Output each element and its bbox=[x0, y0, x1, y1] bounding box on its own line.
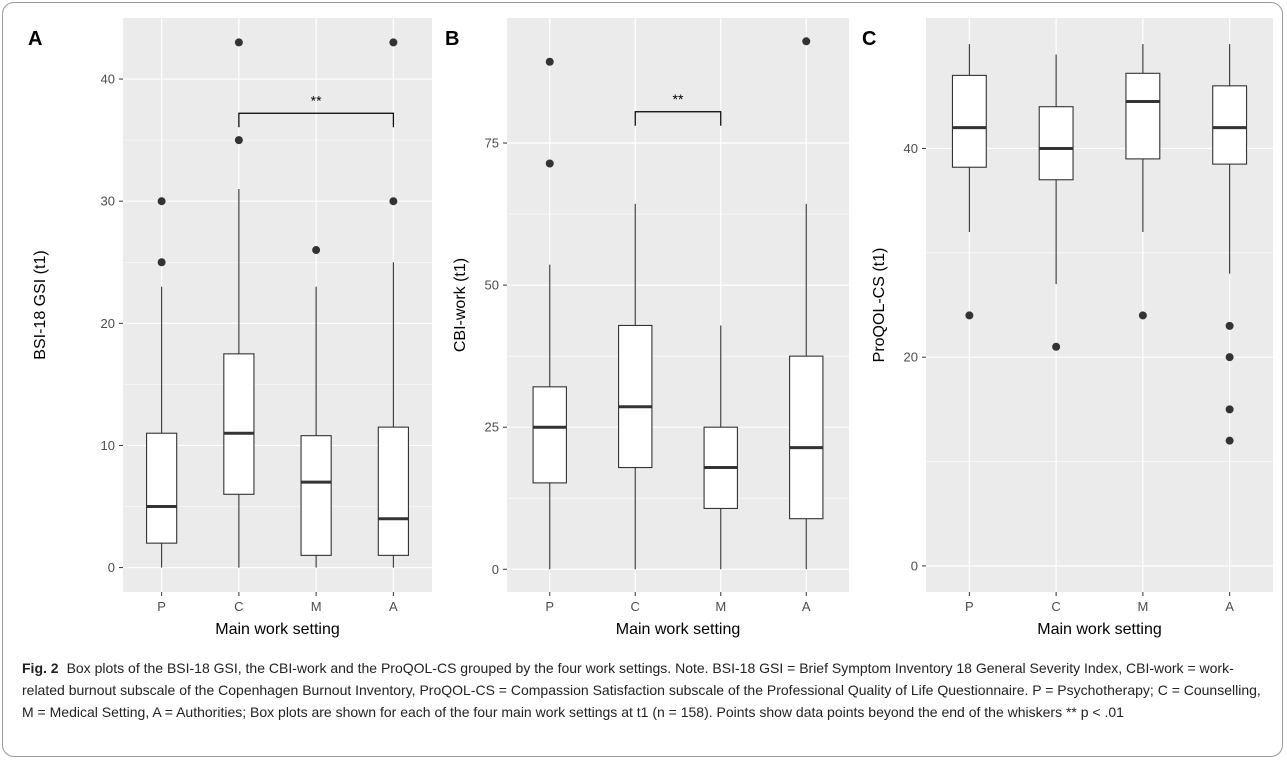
outlier-point bbox=[1225, 436, 1234, 445]
outlier-point bbox=[1225, 353, 1234, 362]
x-tick-label: C bbox=[1051, 599, 1060, 614]
box-m bbox=[300, 246, 332, 568]
box-p bbox=[951, 44, 987, 320]
box-c bbox=[618, 203, 653, 570]
y-tick-label: 40 bbox=[101, 72, 115, 87]
panel-b: 0 25 50 75 P C M A ** Main work setting CBI-work (… bbox=[445, 18, 849, 638]
box-a bbox=[789, 37, 824, 570]
x-tick-label: C bbox=[631, 599, 640, 614]
x-axis-title: Main work setting bbox=[215, 621, 340, 638]
x-axis-title: Main work setting bbox=[1037, 621, 1162, 638]
outlier-point bbox=[965, 311, 974, 320]
box-plot-figure: 0 10 20 30 40 P C M A ** Main work setting BSI-18 G… bbox=[28, 18, 1273, 638]
x-tick-label: P bbox=[157, 599, 166, 614]
bracket-line bbox=[238, 112, 394, 128]
box-iqr bbox=[1125, 72, 1161, 160]
significance-bracket: ** bbox=[634, 91, 722, 126]
x-tick-label: A bbox=[1225, 599, 1234, 614]
panel-letter: A bbox=[28, 28, 42, 50]
panel-letter: C bbox=[862, 28, 876, 50]
x-axis-title: Main work setting bbox=[616, 621, 741, 638]
x-tick-label: C bbox=[234, 599, 243, 614]
outlier-point bbox=[389, 38, 398, 47]
y-tick-label: 0 bbox=[108, 560, 115, 575]
outlier-point bbox=[312, 246, 321, 255]
box-iqr bbox=[951, 74, 987, 168]
outlier-point bbox=[157, 197, 166, 206]
caption-text: Box plots of the BSI-18 GSI, the CBI-wor… bbox=[22, 660, 1261, 720]
x-tick-label: P bbox=[545, 599, 554, 614]
y-tick-label: 0 bbox=[492, 562, 499, 577]
box-iqr bbox=[789, 355, 824, 520]
outlier-point bbox=[1225, 321, 1234, 330]
outlier-point bbox=[1225, 405, 1234, 414]
box-iqr bbox=[146, 432, 178, 544]
box-a bbox=[377, 38, 409, 568]
box-m bbox=[1125, 44, 1161, 320]
box-p bbox=[146, 197, 178, 568]
outlier-point bbox=[545, 159, 554, 168]
box-iqr bbox=[223, 353, 255, 495]
box-iqr bbox=[1212, 85, 1248, 165]
box-c bbox=[1038, 54, 1074, 351]
x-tick-label: M bbox=[1137, 599, 1148, 614]
x-tick-label: A bbox=[389, 599, 398, 614]
x-tick-label: M bbox=[311, 599, 322, 614]
significance-label: ** bbox=[311, 92, 322, 108]
y-tick-label: 75 bbox=[485, 136, 499, 151]
significance-bracket: ** bbox=[238, 92, 394, 128]
y-tick-label: 10 bbox=[101, 438, 115, 453]
box-iqr bbox=[532, 386, 567, 484]
outlier-point bbox=[802, 37, 811, 46]
box-iqr bbox=[618, 324, 653, 469]
outlier-point bbox=[389, 197, 398, 206]
outlier-point bbox=[234, 136, 243, 145]
y-tick-label: 25 bbox=[485, 420, 499, 435]
box-m bbox=[703, 325, 738, 570]
panel-letter: B bbox=[445, 28, 459, 50]
y-tick-label: 0 bbox=[911, 558, 918, 573]
box-iqr bbox=[1038, 106, 1074, 181]
x-tick-label: M bbox=[715, 599, 726, 614]
x-tick-label: P bbox=[965, 599, 974, 614]
box-iqr bbox=[300, 435, 332, 556]
panel-a: 0 10 20 30 40 P C M A ** Main work setting BSI-18 G… bbox=[28, 18, 432, 638]
y-tick-label: 40 bbox=[904, 141, 918, 156]
outlier-point bbox=[545, 57, 554, 66]
outlier-point bbox=[1138, 311, 1147, 320]
y-tick-label: 50 bbox=[485, 278, 499, 293]
y-axis-title: BSI-18 GSI (t1) bbox=[32, 250, 49, 359]
box-a bbox=[1212, 44, 1248, 445]
x-tick-label: A bbox=[802, 599, 811, 614]
y-axis-title: CBI-work (t1) bbox=[452, 258, 469, 352]
outlier-point bbox=[1052, 342, 1061, 351]
y-tick-label: 20 bbox=[101, 316, 115, 331]
outlier-point bbox=[234, 38, 243, 47]
y-axis-title: ProQOL-CS (t1) bbox=[871, 248, 888, 363]
outlier-point bbox=[157, 258, 166, 267]
box-p bbox=[532, 57, 567, 570]
panel-c: 0 20 40 P C M A Main work setting ProQOL-CS (t1)… bbox=[862, 18, 1273, 638]
figure-caption: Fig. 2 Box plots of the BSI-18 GSI, the C… bbox=[22, 657, 1270, 723]
y-tick-label: 30 bbox=[101, 194, 115, 209]
figure-label: Fig. 2 bbox=[22, 660, 59, 676]
box-c bbox=[223, 38, 255, 568]
bracket-line bbox=[634, 111, 722, 126]
box-iqr bbox=[377, 426, 409, 556]
significance-label: ** bbox=[673, 91, 684, 107]
y-tick-label: 20 bbox=[904, 350, 918, 365]
